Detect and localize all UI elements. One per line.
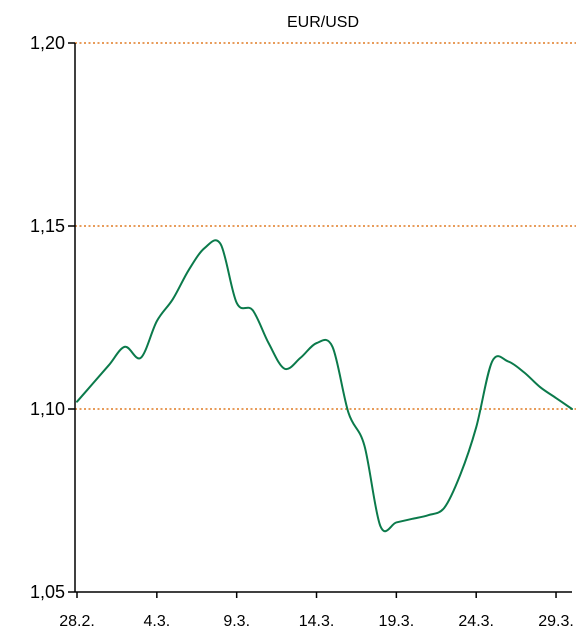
y-tick-label: 1,05 (30, 582, 65, 602)
x-tick-label: 29.3. (538, 613, 574, 630)
x-tick-label: 4.3. (143, 613, 170, 630)
y-tick-label: 1,20 (30, 33, 65, 53)
grid-lines (75, 42, 576, 410)
x-tick-label: 19.3. (379, 613, 415, 630)
x-tick-label: 24.3. (458, 613, 494, 630)
y-axis-ticks: 1,05 1,10 1,15 1,20 (30, 33, 75, 602)
x-tick-label: 28.2. (59, 613, 95, 630)
series-line-0 (76, 239, 573, 533)
x-tick-label: 9.3. (223, 613, 250, 630)
series-layer (76, 239, 573, 533)
x-axis-ticks: 28.2. 4.3. 9.3. 14.3. 19.3. 24.3. 29.3. (59, 592, 574, 630)
chart-title: EUR/USD (287, 14, 359, 31)
x-tick-label: 14.3. (299, 613, 335, 630)
y-tick-label: 1,15 (30, 216, 65, 236)
y-tick-label: 1,10 (30, 399, 65, 419)
axes (74, 43, 572, 593)
